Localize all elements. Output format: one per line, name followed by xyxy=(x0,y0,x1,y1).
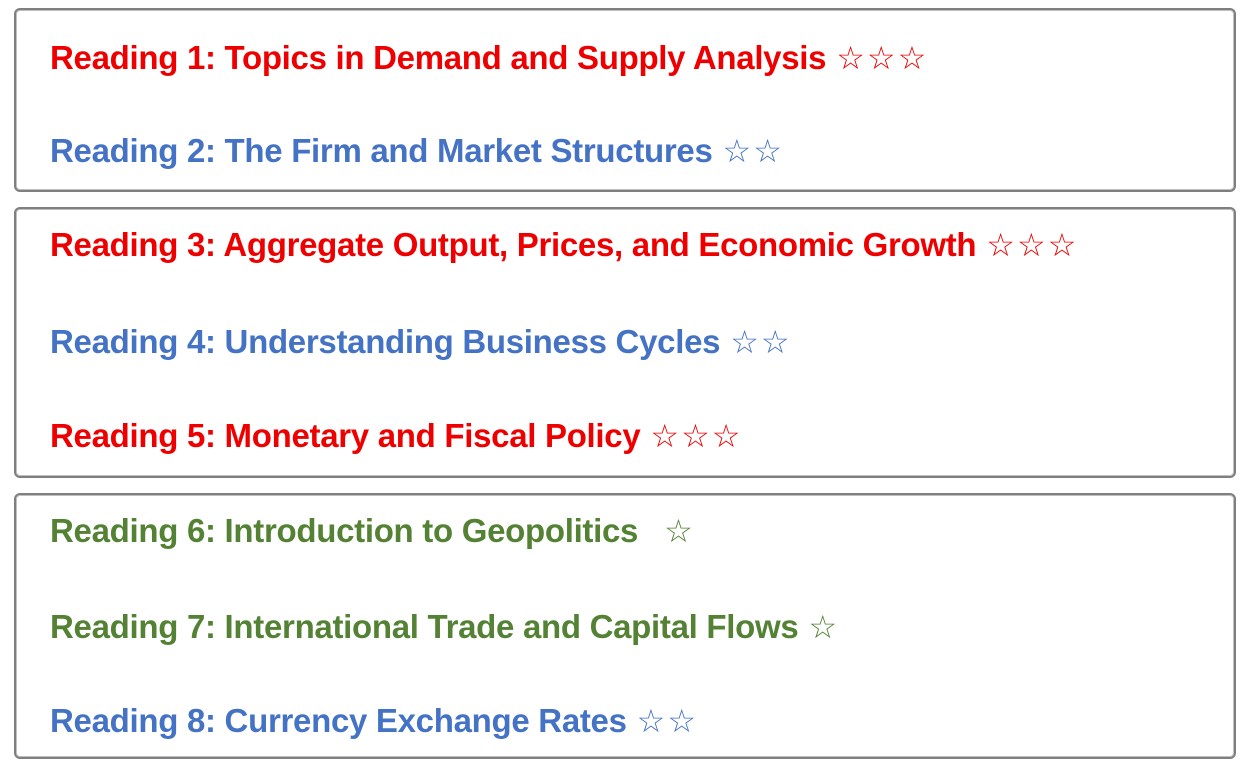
reading-title: Reading 1: Topics in Demand and Supply A… xyxy=(50,39,827,76)
reading-title: Reading 2: The Firm and Market Structure… xyxy=(50,132,713,169)
star-rating-icon: ☆ xyxy=(664,512,695,550)
reading-6: Reading 6: Introduction to Geopolitics ☆ xyxy=(50,511,695,551)
reading-7: Reading 7: International Trade and Capit… xyxy=(50,607,839,647)
star-rating-icon: ☆☆ xyxy=(730,323,792,361)
star-rating-icon: ☆☆ xyxy=(636,702,699,740)
reading-title: Reading 6: Introduction to Geopolitics xyxy=(50,512,639,549)
star-rating-icon: ☆☆ xyxy=(722,132,784,170)
star-rating-icon: ☆☆☆ xyxy=(650,417,743,455)
reading-group-1: Reading 1: Topics in Demand and Supply A… xyxy=(14,8,1236,192)
reading-title: Reading 3: Aggregate Output, Prices, and… xyxy=(50,226,977,263)
reading-title: Reading 8: Currency Exchange Rates xyxy=(50,702,627,739)
star-rating-icon: ☆☆☆ xyxy=(986,226,1079,264)
reading-title: Reading 7: International Trade and Capit… xyxy=(50,608,799,645)
reading-1: Reading 1: Topics in Demand and Supply A… xyxy=(50,38,928,78)
star-rating-icon: ☆☆☆ xyxy=(836,39,929,77)
reading-5: Reading 5: Monetary and Fiscal Policy ☆☆☆ xyxy=(50,416,742,456)
reading-group-3: Reading 6: Introduction to Geopolitics ☆ … xyxy=(14,493,1236,759)
reading-group-2: Reading 3: Aggregate Output, Prices, and… xyxy=(14,207,1236,478)
reading-4: Reading 4: Understanding Business Cycles… xyxy=(50,322,792,362)
reading-8: Reading 8: Currency Exchange Rates ☆☆ xyxy=(50,701,698,741)
reading-title: Reading 5: Monetary and Fiscal Policy xyxy=(50,417,641,454)
reading-2: Reading 2: The Firm and Market Structure… xyxy=(50,131,784,171)
star-rating-icon: ☆ xyxy=(808,608,840,646)
reading-3: Reading 3: Aggregate Output, Prices, and… xyxy=(50,225,1078,265)
reading-title: Reading 4: Understanding Business Cycles xyxy=(50,323,721,360)
